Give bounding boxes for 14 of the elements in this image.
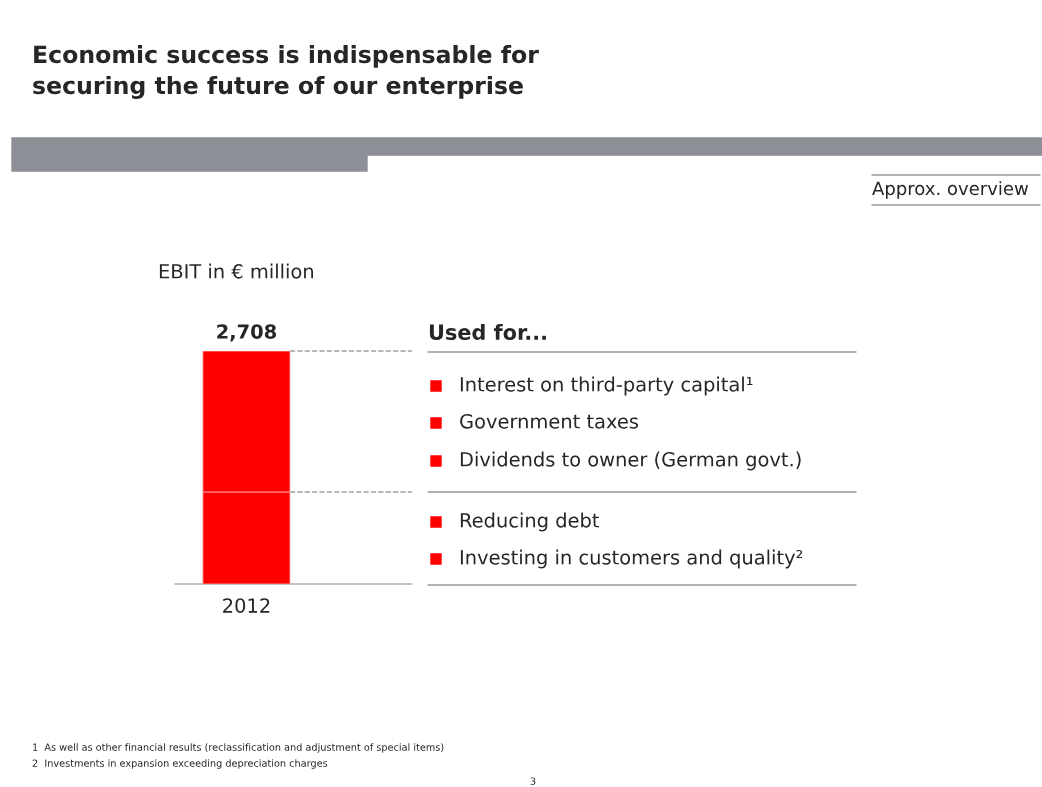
text: Reducing debt (460, 512, 600, 532)
x-tick-label: 2012 (223, 598, 270, 613)
annotation: 2,708 (217, 324, 276, 342)
text: Approx. overview (872, 181, 1029, 199)
chart-subtitle: EBIT in € million (159, 263, 313, 279)
text: Interest on third-party capital¹ (460, 376, 753, 396)
text: Government taxes (460, 413, 639, 429)
chart-title: Economic success is indispensable for securing the future of our enterprise (33, 45, 539, 99)
text: 1 As well as other financial results (reclassification and adjustment of special items) (33, 743, 444, 753)
text: Used for... (429, 323, 546, 341)
text: Investing in customers and quality² (460, 549, 803, 569)
text: 2 Investments in expansion exceeding depreciation charges (32, 759, 328, 769)
text: 3 (530, 777, 536, 785)
text: Dividends to owner (German govt.) (460, 451, 801, 471)
